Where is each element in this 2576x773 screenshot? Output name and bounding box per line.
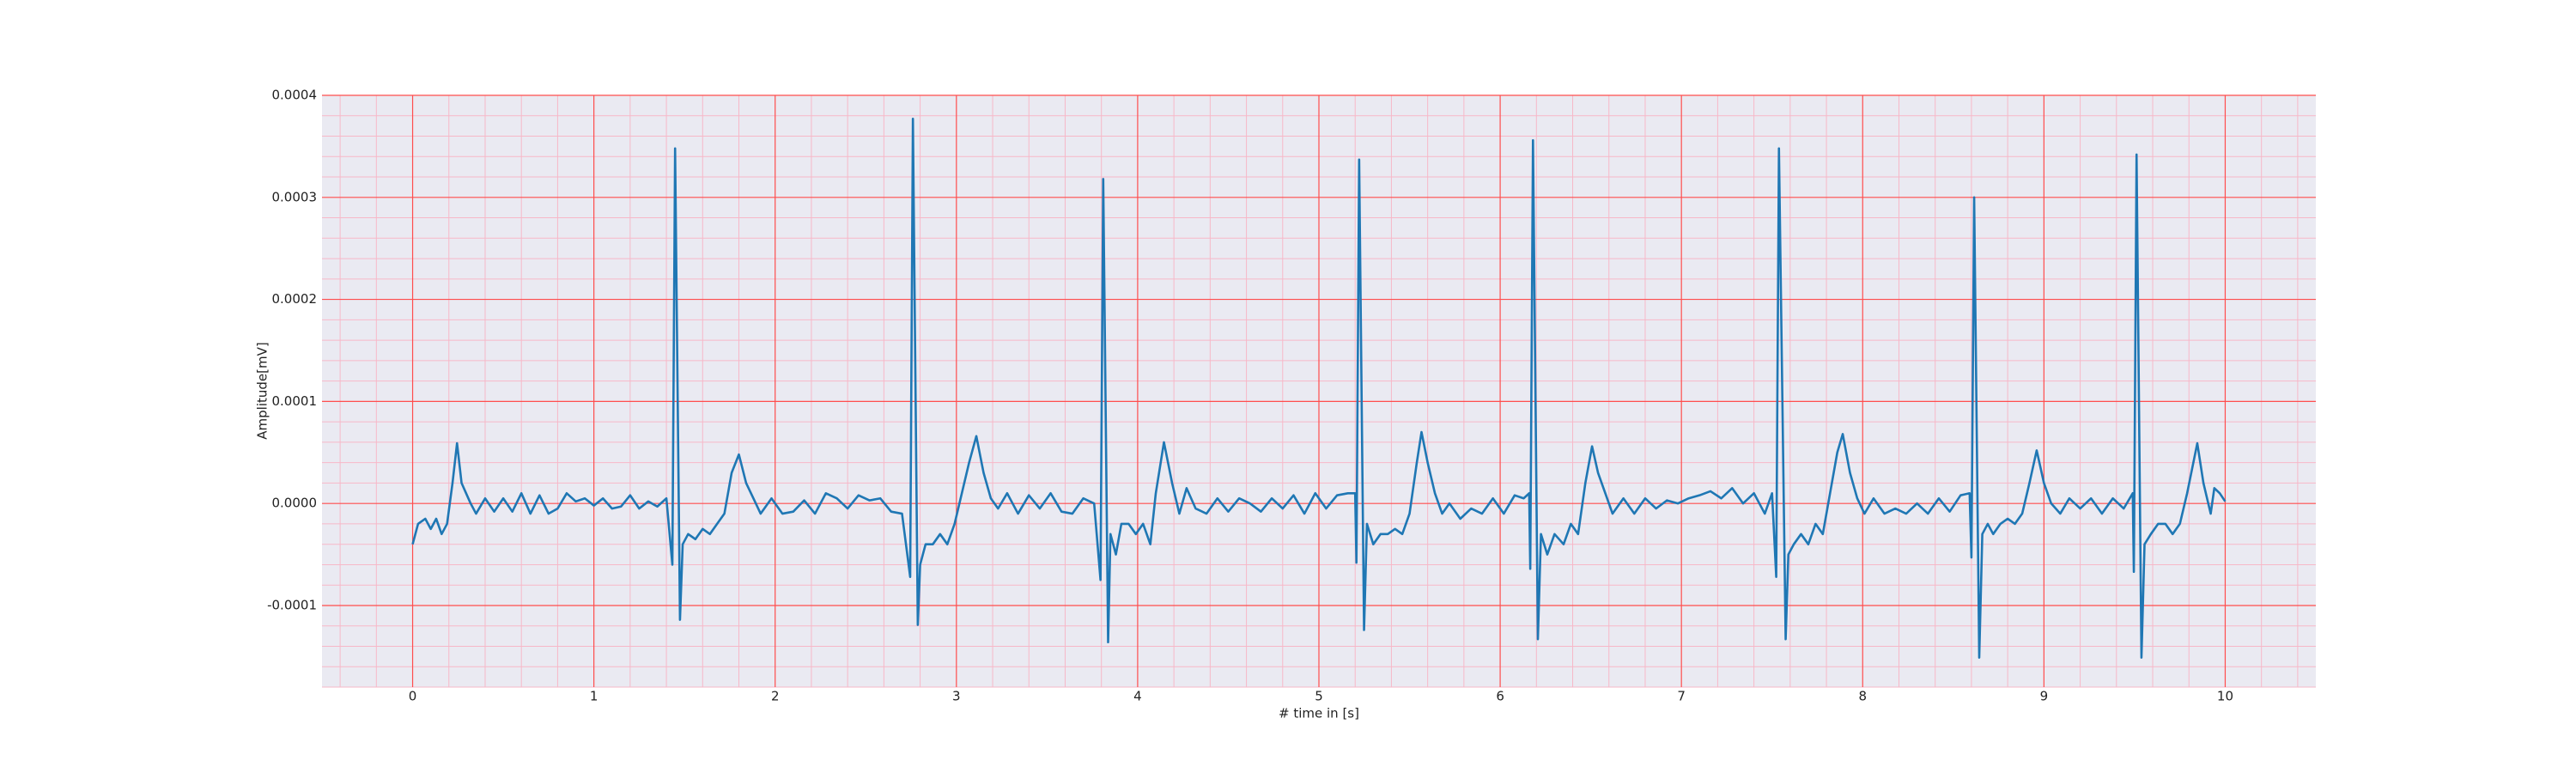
y-tick-label: 0.0003: [272, 189, 318, 204]
ecg-line: [411, 118, 2227, 659]
y-tick-label: -0.0001: [267, 597, 317, 612]
x-tick-label: 8: [1858, 689, 1867, 704]
y-tick-label: 0.0000: [272, 496, 318, 511]
x-tick-label: 10: [2217, 689, 2233, 704]
major-grid: [322, 94, 2316, 687]
y-tick-label: 0.0004: [272, 88, 318, 103]
x-tick-label: 6: [1496, 689, 1504, 704]
x-tick-label: 5: [1315, 689, 1323, 704]
plot-marks: [411, 118, 2227, 659]
x-tick-label: 7: [1677, 689, 1686, 704]
x-tick-label: 4: [1133, 689, 1142, 704]
x-tick-label: 3: [952, 689, 961, 704]
y-axis-label: Amplitude[mV]: [255, 342, 270, 439]
x-tick-label: 2: [771, 689, 780, 704]
x-tick-label: 9: [2040, 689, 2049, 704]
x-axis-label: # time in [s]: [1279, 706, 1359, 721]
y-tick-label: 0.0002: [272, 291, 318, 307]
x-tick-label: 0: [409, 689, 417, 704]
x-tick-label: 1: [590, 689, 598, 704]
y-tick-label: 0.0001: [272, 393, 318, 409]
